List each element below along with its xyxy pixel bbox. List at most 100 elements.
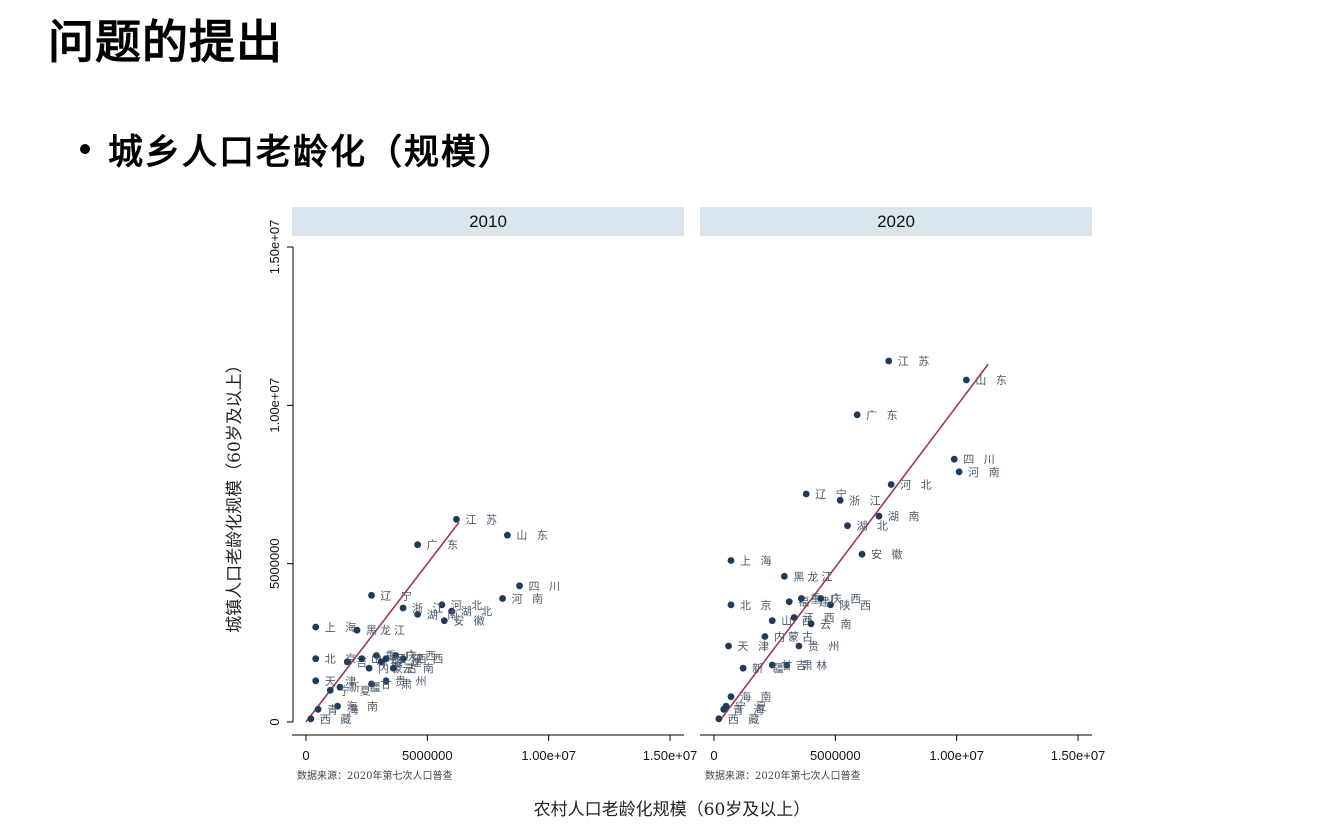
- data-point: [791, 614, 798, 621]
- point-label: 广 西: [830, 593, 865, 606]
- point-label: 辽 宁: [381, 588, 416, 602]
- point-label: 天 津: [738, 640, 773, 653]
- data-point: [885, 358, 892, 365]
- data-point: [368, 592, 375, 599]
- point-label: 宁 夏: [339, 683, 374, 697]
- data-point: [315, 706, 322, 713]
- data-point: [344, 658, 351, 665]
- data-point: [837, 497, 844, 504]
- data-point: [844, 522, 851, 529]
- source-note: 数据来源：2020年第七次人口普查: [705, 769, 860, 782]
- data-point: [762, 633, 769, 640]
- data-point: [740, 665, 747, 672]
- point-label: 云 南: [820, 618, 855, 631]
- data-point: [400, 605, 407, 612]
- point-label: 浙 江: [849, 494, 884, 507]
- data-point: [441, 617, 448, 624]
- point-label: 黑龙江: [793, 570, 835, 583]
- point-label: 西 藏: [320, 713, 355, 726]
- data-point: [888, 481, 895, 488]
- point-label: 江 苏: [898, 355, 933, 368]
- source-note: 数据来源：2020年第七次人口普查: [297, 769, 452, 782]
- data-point: [720, 706, 727, 713]
- data-point: [781, 573, 788, 580]
- data-point: [715, 715, 722, 722]
- point-label: 云 南: [402, 662, 437, 675]
- data-point: [769, 617, 776, 624]
- panel-title: 2020: [877, 212, 915, 231]
- point-label: 浙 江: [412, 602, 447, 615]
- point-label: 广 东: [866, 409, 901, 422]
- y-tick-label: 0: [267, 718, 282, 725]
- y-tick-label: 1.00e+07: [267, 378, 282, 433]
- point-label: 北 京: [325, 652, 360, 666]
- data-point: [504, 532, 511, 539]
- point-label: 广 东: [427, 539, 462, 552]
- data-point: [728, 601, 735, 608]
- point-label: 河 南: [968, 466, 1003, 479]
- point-label: 河 北: [900, 479, 935, 492]
- x-tick-label: 5000000: [402, 748, 453, 763]
- data-point: [312, 624, 319, 631]
- y-tick-label: 5000000: [267, 538, 282, 589]
- data-point: [951, 456, 958, 463]
- data-point: [808, 620, 815, 627]
- x-tick-label: 1.50e+07: [1051, 748, 1106, 763]
- x-axis-title: 农村人口老龄化规模（60岁及以上）: [534, 800, 811, 820]
- data-point: [307, 715, 314, 722]
- point-label: 江 苏: [465, 513, 500, 526]
- data-point: [963, 377, 970, 384]
- data-point: [803, 491, 810, 498]
- data-point: [786, 598, 793, 605]
- data-point: [817, 595, 824, 602]
- data-point: [327, 687, 334, 694]
- data-point: [796, 643, 803, 650]
- data-point: [358, 655, 365, 662]
- x-tick-label: 0: [302, 748, 309, 763]
- data-point: [453, 516, 460, 523]
- data-point: [798, 595, 805, 602]
- point-label: 安 徽: [871, 547, 906, 561]
- point-label: 湖 北: [856, 520, 891, 533]
- data-point: [876, 513, 883, 520]
- data-point: [390, 665, 397, 672]
- point-label: 上 海: [740, 554, 775, 568]
- panel-title: 2010: [469, 212, 507, 231]
- data-point: [728, 557, 735, 564]
- point-label: 安 徽: [453, 614, 488, 628]
- point-label: 四 川: [529, 580, 564, 593]
- x-tick-label: 1.00e+07: [521, 748, 576, 763]
- data-point: [725, 643, 732, 650]
- x-tick-label: 5000000: [810, 748, 861, 763]
- point-label: 甘 肃: [381, 678, 416, 691]
- data-point: [312, 677, 319, 684]
- point-label: 北 京: [740, 598, 775, 612]
- x-tick-label: 1.50e+07: [643, 748, 698, 763]
- data-point: [499, 595, 506, 602]
- point-label: 湖 南: [888, 510, 923, 523]
- data-point: [728, 693, 735, 700]
- data-point: [859, 551, 866, 558]
- point-label: 上 海: [325, 620, 360, 634]
- data-point: [956, 468, 963, 475]
- data-point: [354, 627, 361, 634]
- point-label: 山 东: [975, 374, 1010, 387]
- data-point: [312, 655, 319, 662]
- x-tick-label: 0: [710, 748, 717, 763]
- data-point: [414, 541, 421, 548]
- point-label: 四 川: [963, 453, 998, 466]
- point-label: 山 东: [516, 529, 551, 542]
- y-tick-label: 1.50e+07: [267, 220, 282, 275]
- point-label: 黑龙江: [366, 624, 408, 637]
- point-label: 西 藏: [728, 713, 763, 726]
- point-label: 新 疆: [752, 661, 787, 675]
- y-axis-title: 城镇人口老龄化规模（60岁及以上）: [225, 356, 245, 633]
- point-label: 河 南: [512, 593, 547, 606]
- data-point: [366, 665, 373, 672]
- data-point: [516, 582, 523, 589]
- data-point: [854, 411, 861, 418]
- x-tick-label: 1.00e+07: [929, 748, 984, 763]
- point-label: 辽 宁: [815, 487, 850, 501]
- point-label: 贵 州: [808, 640, 843, 653]
